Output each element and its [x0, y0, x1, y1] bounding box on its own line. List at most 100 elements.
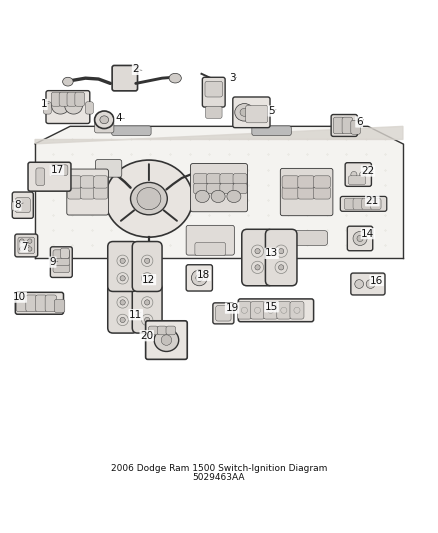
- FancyBboxPatch shape: [282, 176, 299, 188]
- FancyBboxPatch shape: [215, 306, 231, 321]
- FancyBboxPatch shape: [138, 242, 160, 256]
- Ellipse shape: [95, 111, 114, 128]
- Text: 17: 17: [50, 165, 64, 175]
- Text: 2006 Dodge Ram 1500 Switch-Ignition Diagram: 2006 Dodge Ram 1500 Switch-Ignition Diag…: [111, 464, 327, 473]
- Ellipse shape: [279, 265, 284, 270]
- FancyBboxPatch shape: [333, 117, 344, 134]
- FancyBboxPatch shape: [191, 164, 247, 212]
- Ellipse shape: [120, 317, 125, 322]
- Ellipse shape: [366, 280, 375, 288]
- FancyBboxPatch shape: [194, 183, 208, 194]
- FancyBboxPatch shape: [50, 247, 72, 278]
- Ellipse shape: [20, 239, 24, 243]
- FancyBboxPatch shape: [132, 283, 162, 333]
- Ellipse shape: [360, 172, 366, 177]
- FancyBboxPatch shape: [18, 237, 35, 254]
- FancyBboxPatch shape: [166, 326, 176, 335]
- FancyBboxPatch shape: [314, 187, 330, 199]
- Text: 1: 1: [40, 100, 47, 109]
- FancyBboxPatch shape: [75, 92, 85, 106]
- FancyBboxPatch shape: [362, 198, 372, 209]
- Ellipse shape: [255, 265, 260, 270]
- FancyBboxPatch shape: [81, 187, 95, 199]
- Ellipse shape: [28, 239, 32, 243]
- FancyBboxPatch shape: [67, 176, 81, 188]
- Ellipse shape: [120, 276, 125, 281]
- Text: 4: 4: [115, 112, 122, 123]
- FancyBboxPatch shape: [45, 295, 57, 312]
- FancyBboxPatch shape: [108, 241, 138, 292]
- FancyBboxPatch shape: [298, 176, 314, 188]
- Text: 18: 18: [197, 270, 210, 280]
- FancyBboxPatch shape: [205, 106, 222, 118]
- FancyBboxPatch shape: [207, 174, 221, 184]
- Ellipse shape: [169, 74, 181, 83]
- Text: 14: 14: [361, 229, 374, 239]
- Text: 7: 7: [21, 242, 28, 252]
- FancyBboxPatch shape: [53, 257, 70, 265]
- FancyBboxPatch shape: [194, 174, 208, 184]
- Text: 20: 20: [140, 330, 153, 341]
- FancyBboxPatch shape: [53, 264, 70, 273]
- FancyBboxPatch shape: [51, 92, 61, 106]
- FancyBboxPatch shape: [351, 120, 360, 134]
- FancyBboxPatch shape: [112, 126, 151, 135]
- FancyBboxPatch shape: [347, 226, 373, 251]
- FancyBboxPatch shape: [238, 299, 314, 322]
- Ellipse shape: [52, 98, 69, 114]
- FancyBboxPatch shape: [242, 229, 273, 286]
- FancyBboxPatch shape: [344, 198, 355, 209]
- Ellipse shape: [196, 274, 203, 281]
- Text: 9: 9: [49, 257, 56, 267]
- FancyBboxPatch shape: [233, 183, 247, 194]
- Text: 22: 22: [361, 166, 374, 176]
- Ellipse shape: [279, 248, 284, 254]
- Ellipse shape: [357, 236, 363, 241]
- FancyBboxPatch shape: [145, 321, 187, 359]
- FancyBboxPatch shape: [233, 174, 247, 184]
- Ellipse shape: [154, 329, 179, 351]
- FancyBboxPatch shape: [342, 117, 353, 134]
- FancyBboxPatch shape: [112, 66, 138, 91]
- Ellipse shape: [351, 172, 357, 177]
- Text: 5: 5: [268, 106, 275, 116]
- Text: 6: 6: [356, 117, 363, 127]
- FancyBboxPatch shape: [237, 302, 251, 319]
- FancyBboxPatch shape: [54, 300, 65, 312]
- FancyBboxPatch shape: [36, 168, 45, 185]
- FancyBboxPatch shape: [207, 183, 221, 194]
- FancyBboxPatch shape: [246, 106, 268, 123]
- FancyBboxPatch shape: [264, 302, 278, 319]
- FancyBboxPatch shape: [85, 102, 93, 114]
- FancyBboxPatch shape: [251, 302, 265, 319]
- Ellipse shape: [145, 300, 150, 305]
- Ellipse shape: [63, 77, 73, 86]
- FancyBboxPatch shape: [282, 187, 299, 199]
- FancyBboxPatch shape: [331, 115, 357, 136]
- FancyBboxPatch shape: [277, 302, 291, 319]
- Ellipse shape: [355, 280, 364, 288]
- FancyBboxPatch shape: [220, 183, 234, 194]
- Text: 12: 12: [142, 274, 155, 285]
- Ellipse shape: [145, 276, 150, 281]
- Ellipse shape: [65, 98, 82, 114]
- FancyBboxPatch shape: [16, 295, 28, 312]
- Ellipse shape: [191, 270, 207, 286]
- FancyBboxPatch shape: [348, 176, 366, 184]
- Ellipse shape: [131, 182, 167, 215]
- FancyBboxPatch shape: [280, 168, 333, 216]
- Text: 8: 8: [14, 200, 21, 210]
- Ellipse shape: [145, 258, 150, 263]
- FancyBboxPatch shape: [15, 292, 64, 314]
- Ellipse shape: [195, 190, 209, 203]
- Text: 15: 15: [265, 302, 278, 312]
- FancyBboxPatch shape: [132, 241, 162, 292]
- FancyBboxPatch shape: [108, 283, 138, 333]
- Ellipse shape: [145, 317, 150, 322]
- FancyBboxPatch shape: [95, 120, 114, 133]
- FancyBboxPatch shape: [205, 81, 223, 97]
- FancyBboxPatch shape: [202, 77, 225, 107]
- FancyBboxPatch shape: [46, 91, 90, 124]
- FancyBboxPatch shape: [94, 187, 108, 199]
- Ellipse shape: [255, 248, 260, 254]
